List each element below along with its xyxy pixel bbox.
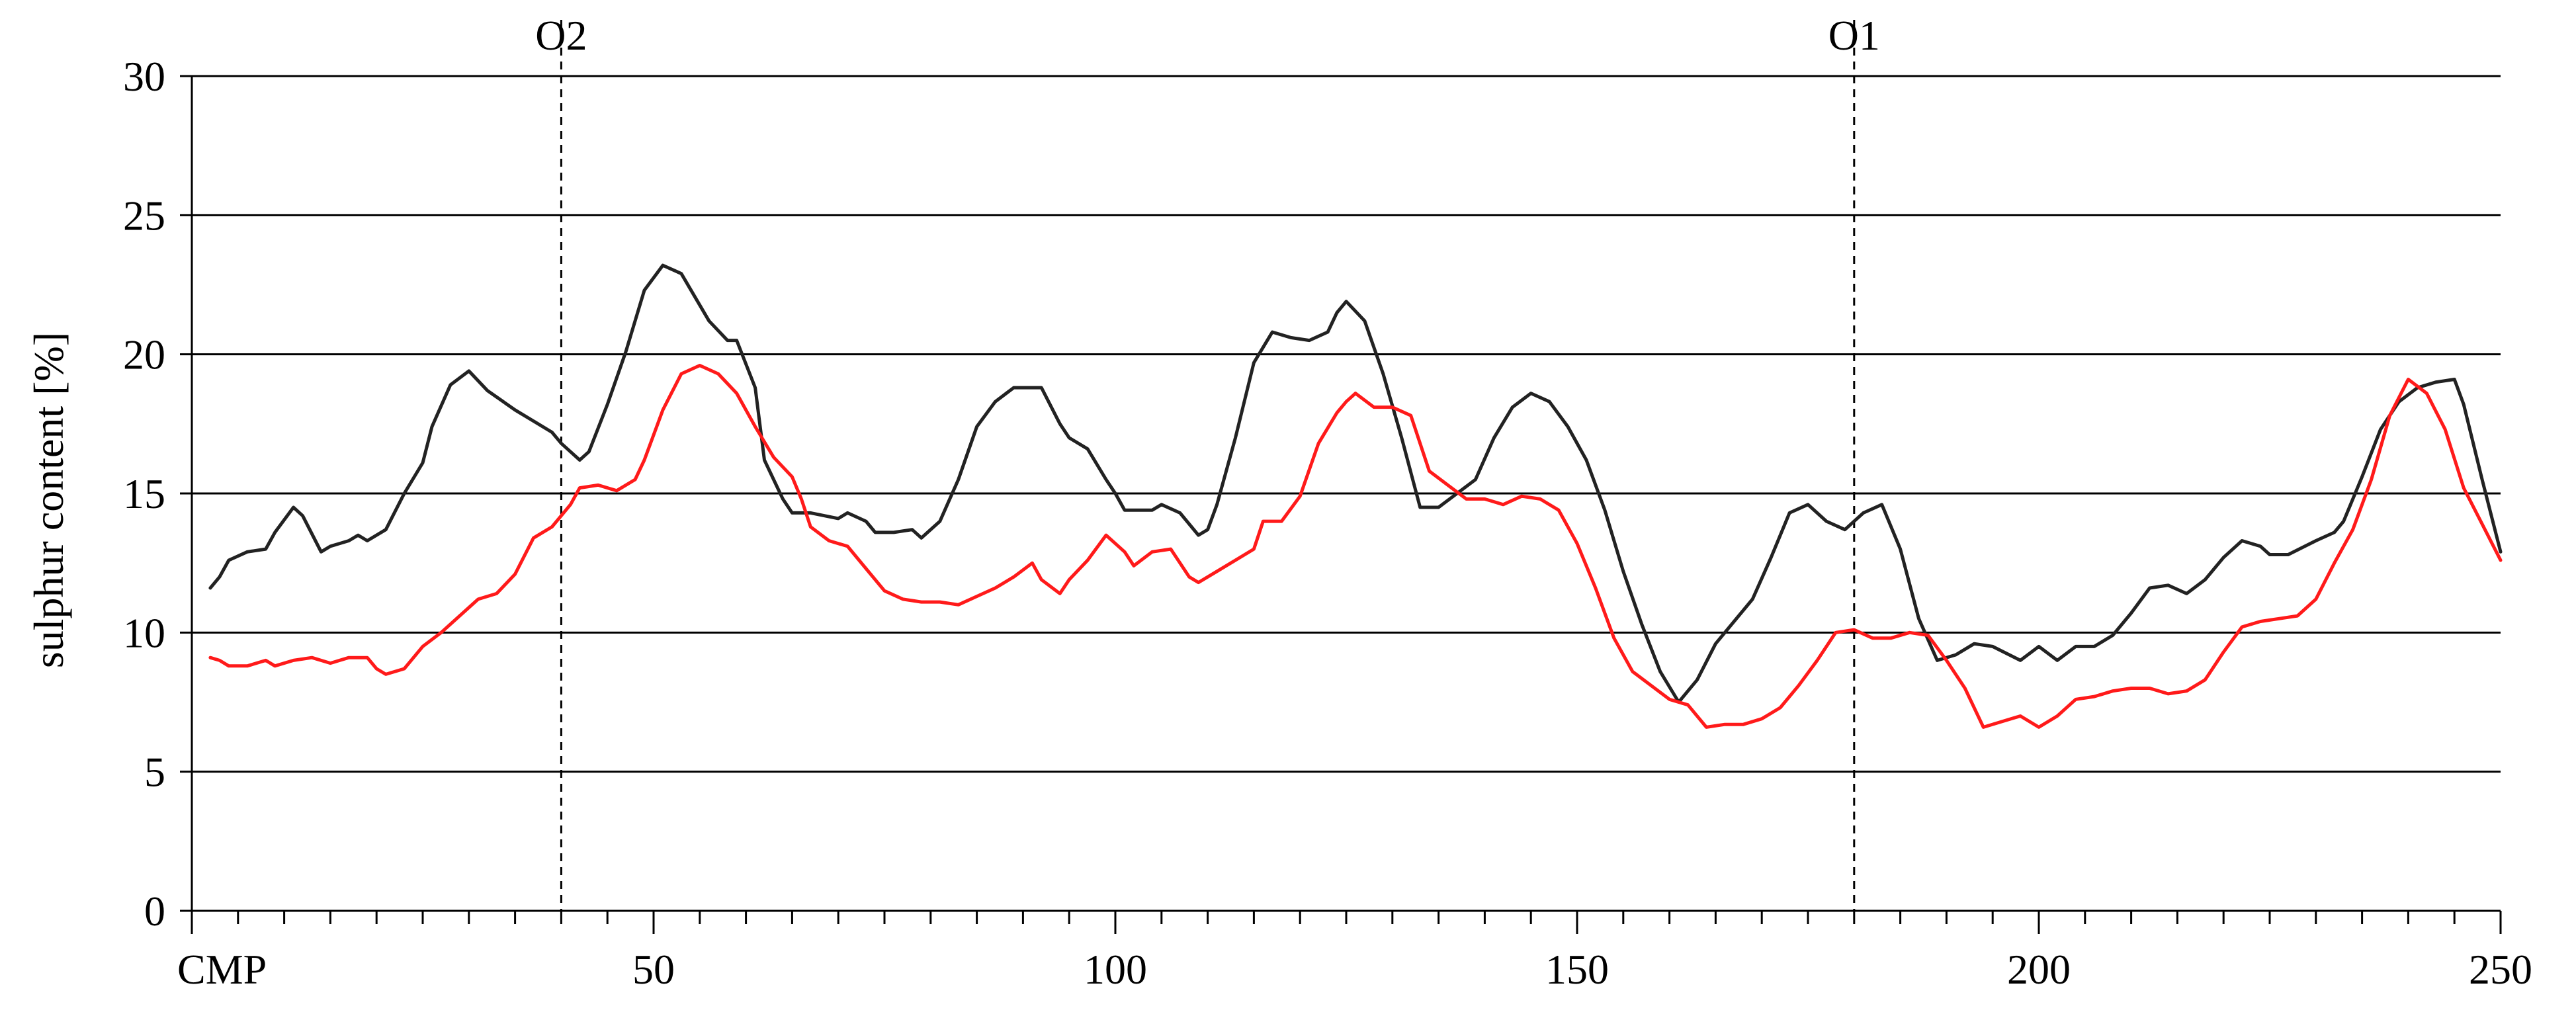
x-tick-label-200: 200 bbox=[2007, 946, 2071, 993]
x-tick-label-CMP: CMP bbox=[177, 946, 267, 993]
marker-label-O2: O2 bbox=[535, 12, 587, 59]
y-tick-label-0: 0 bbox=[144, 888, 165, 935]
series-line-1 bbox=[208, 263, 2503, 704]
y-tick-label-10: 10 bbox=[123, 609, 165, 656]
axes: 0 5 10 15 20 25 30 CMP 50 100 150 200 250 bbox=[123, 53, 2532, 993]
data-series bbox=[208, 263, 2503, 729]
marker-label-O1: O1 bbox=[1828, 12, 1880, 59]
y-axis-title: sulphur content [%] bbox=[25, 332, 72, 668]
reference-markers: O2 O1 bbox=[535, 12, 1880, 911]
y-tick-label-5: 5 bbox=[144, 749, 165, 796]
x-tick-label-250: 250 bbox=[2469, 946, 2532, 993]
x-tick-label-50: 50 bbox=[632, 946, 675, 993]
y-tick-label-25: 25 bbox=[123, 192, 165, 239]
y-tick-label-15: 15 bbox=[123, 470, 165, 517]
x-tick-label-150: 150 bbox=[1545, 946, 1609, 993]
y-tick-label-30: 30 bbox=[123, 53, 165, 100]
y-tick-label-20: 20 bbox=[123, 331, 165, 378]
x-tick-label-100: 100 bbox=[1084, 946, 1147, 993]
series-line-2 bbox=[208, 364, 2503, 729]
